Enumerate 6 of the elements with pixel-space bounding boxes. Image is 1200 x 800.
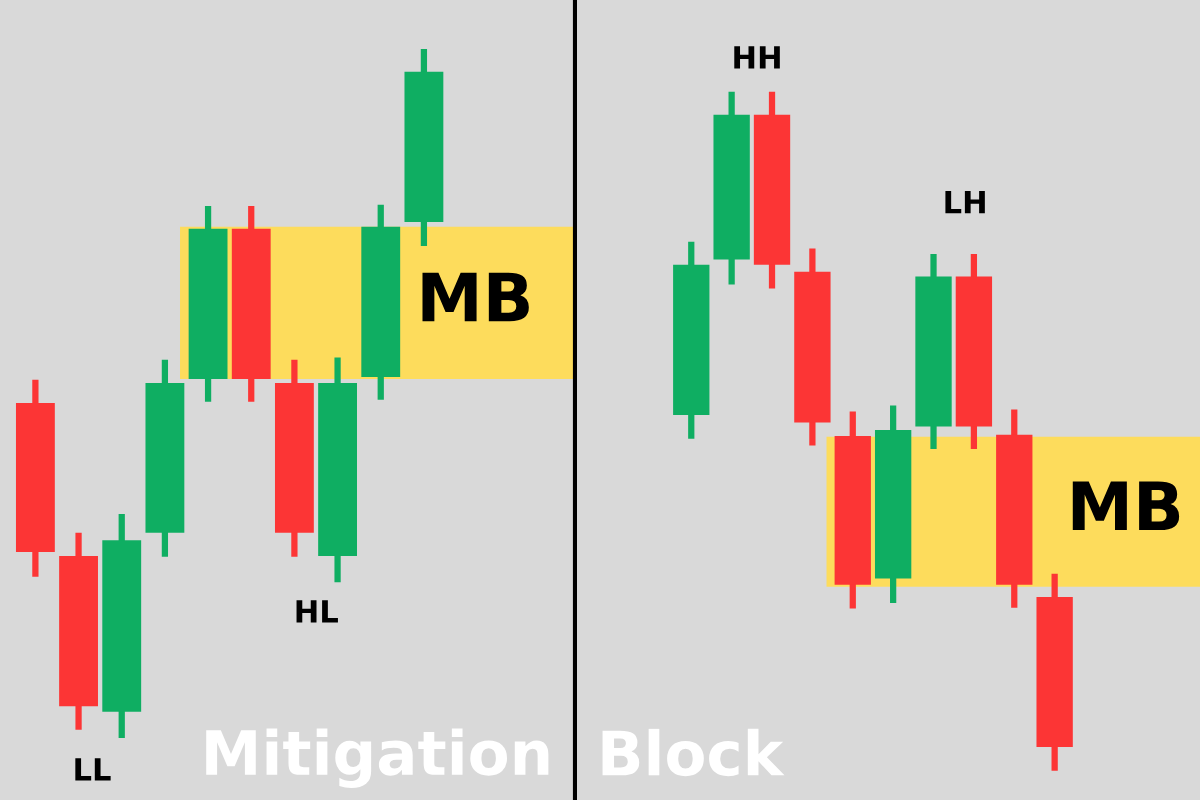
annotation: LH bbox=[945, 190, 985, 214]
band-label: MB bbox=[1072, 481, 1180, 531]
text: HH bbox=[734, 46, 780, 69]
band-label: MB bbox=[422, 272, 529, 322]
annotation: HL bbox=[296, 600, 338, 623]
text: LL bbox=[75, 758, 111, 781]
